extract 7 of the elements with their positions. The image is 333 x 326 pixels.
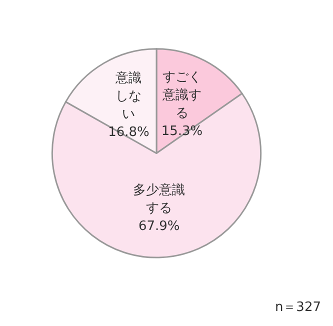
data-label: 16.8% bbox=[108, 125, 150, 140]
slice-label: 多少意識する bbox=[133, 182, 186, 216]
slice-label: 意識しない bbox=[114, 71, 142, 122]
data-label: 15.3% bbox=[161, 124, 203, 139]
slice-label: すごく意識する bbox=[162, 70, 202, 121]
data-label: 67.9% bbox=[138, 218, 180, 234]
text: n＝327 bbox=[274, 300, 322, 315]
